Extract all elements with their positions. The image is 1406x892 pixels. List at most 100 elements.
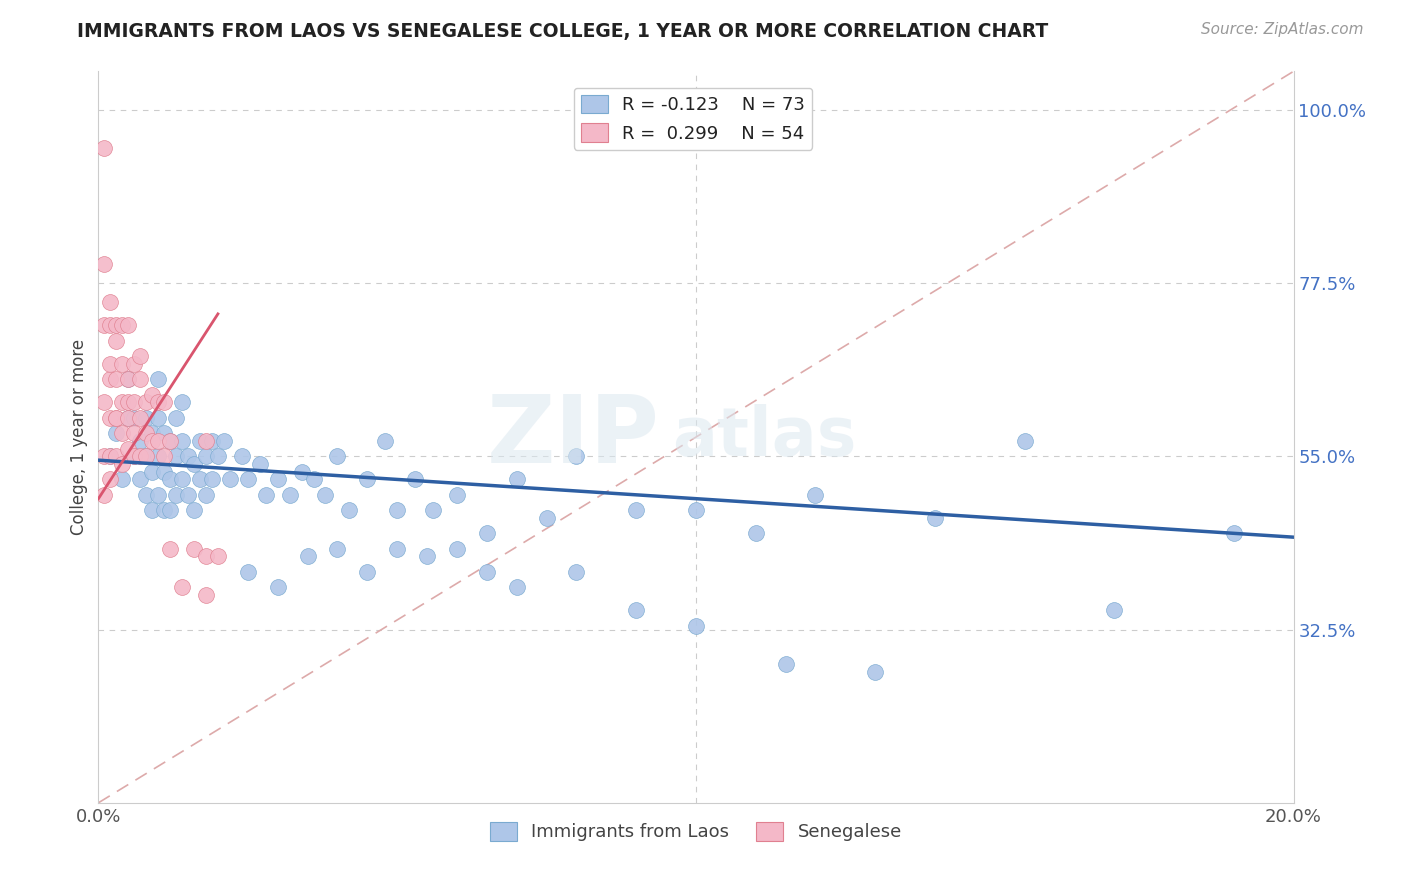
Point (385, 541, 409, 556)
Point (183, 541, 205, 556)
Point (236, 472, 259, 486)
Point (356, 472, 378, 486)
Point (159, 503, 181, 517)
Point (385, 503, 409, 517)
Point (135, 450, 157, 464)
Point (98, 295, 122, 310)
Point (93, 318, 115, 333)
Point (129, 434, 152, 448)
Point (291, 465, 314, 479)
Point (159, 434, 181, 448)
Point (153, 395, 176, 409)
Text: IMMIGRANTS FROM LAOS VS SENEGALESE COLLEGE, 1 YEAR OR MORE CORRELATION CHART: IMMIGRANTS FROM LAOS VS SENEGALESE COLLE… (77, 22, 1049, 41)
Point (105, 372, 128, 386)
Point (153, 450, 176, 464)
Point (475, 565, 498, 579)
Point (188, 434, 211, 448)
Point (135, 410, 157, 425)
Point (506, 472, 529, 486)
Point (98, 472, 122, 486)
Point (183, 457, 205, 471)
Point (565, 565, 588, 579)
Point (98, 450, 122, 464)
Point (124, 426, 146, 441)
Point (1014, 434, 1036, 448)
Point (267, 472, 290, 486)
Point (93, 141, 115, 155)
Point (416, 549, 439, 564)
Point (506, 580, 529, 594)
Point (195, 549, 218, 564)
Point (446, 541, 468, 556)
Point (165, 450, 187, 464)
Point (129, 372, 152, 386)
Point (1104, 603, 1126, 617)
Point (111, 395, 134, 409)
Point (188, 472, 211, 486)
Point (183, 503, 205, 517)
Point (475, 526, 498, 541)
Point (207, 549, 229, 564)
Point (374, 434, 396, 448)
Point (117, 442, 139, 456)
Point (148, 450, 170, 464)
Point (93, 488, 115, 502)
Point (148, 372, 170, 386)
Point (207, 450, 229, 464)
Point (111, 457, 134, 471)
Point (339, 503, 361, 517)
Point (404, 472, 426, 486)
Point (105, 426, 128, 441)
Point (135, 450, 157, 464)
Point (148, 395, 170, 409)
Point (93, 395, 115, 409)
Point (924, 511, 946, 525)
Point (326, 450, 349, 464)
Point (172, 434, 194, 448)
Point (141, 465, 163, 479)
Point (315, 488, 337, 502)
Legend: Immigrants from Laos, Senegalese: Immigrants from Laos, Senegalese (482, 814, 910, 848)
Point (141, 434, 163, 448)
Point (775, 657, 797, 672)
Point (685, 503, 707, 517)
Point (626, 503, 648, 517)
Point (153, 465, 176, 479)
Point (356, 565, 378, 579)
Point (117, 410, 139, 425)
Point (177, 488, 200, 502)
Point (148, 410, 170, 425)
Point (172, 580, 194, 594)
Point (117, 372, 139, 386)
Point (565, 450, 588, 464)
Point (745, 526, 768, 541)
Point (98, 318, 122, 333)
Point (105, 334, 128, 348)
Point (236, 565, 259, 579)
Point (105, 450, 128, 464)
Text: Source: ZipAtlas.com: Source: ZipAtlas.com (1201, 22, 1364, 37)
Point (124, 357, 146, 371)
Point (141, 503, 163, 517)
Point (249, 457, 271, 471)
Point (124, 450, 146, 464)
Point (98, 450, 122, 464)
Point (201, 472, 224, 486)
Point (135, 395, 157, 409)
Y-axis label: College, 1 year or more: College, 1 year or more (70, 339, 89, 535)
Point (422, 503, 444, 517)
Point (111, 318, 134, 333)
Text: ZIP: ZIP (488, 391, 661, 483)
Point (297, 549, 319, 564)
Point (865, 665, 887, 679)
Point (141, 426, 163, 441)
Point (105, 410, 128, 425)
Point (129, 410, 152, 425)
Point (105, 410, 128, 425)
Point (195, 488, 218, 502)
Point (254, 488, 277, 502)
Point (626, 603, 648, 617)
Point (124, 395, 146, 409)
Point (195, 588, 218, 602)
Point (804, 488, 827, 502)
